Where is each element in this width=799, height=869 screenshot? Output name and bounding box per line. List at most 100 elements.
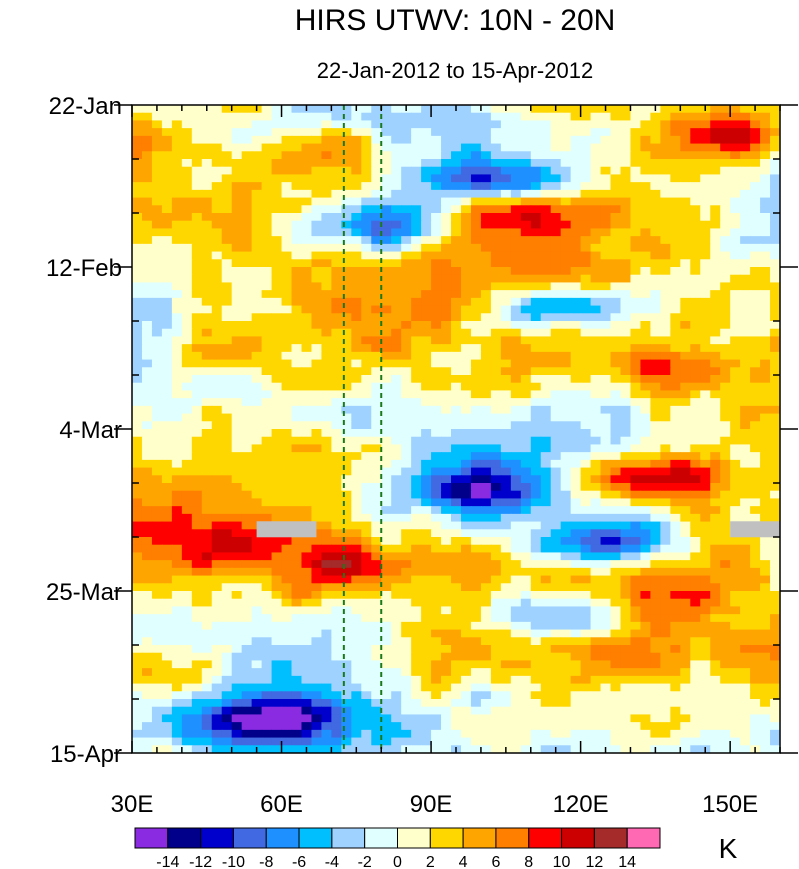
field-cell: [510, 691, 522, 700]
field-cell: [620, 297, 632, 307]
field-cell: [500, 182, 512, 191]
field-cell: [550, 444, 562, 453]
field-cell: [261, 621, 273, 631]
field-cell: [301, 182, 313, 191]
field-cell: [580, 475, 592, 484]
field-cell: [132, 174, 143, 183]
field-cell: [211, 105, 223, 114]
field-cell: [570, 513, 582, 523]
field-cell: [301, 197, 313, 206]
field-cell: [132, 236, 143, 245]
field-cell: [490, 267, 502, 276]
field-cell: [141, 390, 153, 399]
field-cell: [580, 506, 592, 515]
field-cell: [770, 213, 780, 222]
field-cell: [700, 135, 711, 145]
field-cell: [600, 452, 612, 461]
field-cell: [431, 405, 442, 415]
field-cell: [530, 251, 542, 260]
field-cell: [451, 328, 462, 338]
field-cell: [630, 143, 642, 152]
field-cell: [550, 328, 562, 338]
field-cell: [750, 552, 761, 561]
field-cell: [201, 606, 213, 615]
field-cell: [500, 544, 512, 554]
field-cell: [191, 668, 203, 677]
field-cell: [560, 267, 572, 276]
field-cell: [490, 367, 502, 376]
field-cell: [700, 228, 711, 237]
field-cell: [421, 321, 432, 330]
field-cell: [610, 436, 622, 446]
field-cell: [301, 228, 313, 237]
field-cell: [680, 537, 691, 546]
field-cell: [650, 668, 661, 677]
field-cell: [670, 328, 681, 338]
field-cell: [132, 243, 143, 253]
field-cell: [261, 166, 273, 176]
field-cell: [740, 490, 751, 500]
field-cell: [480, 321, 492, 330]
field-cell: [570, 305, 582, 314]
field-cell: [610, 151, 622, 160]
field-cell: [620, 675, 632, 685]
field-cell: [770, 112, 780, 122]
field-cell: [510, 336, 522, 345]
field-cell: [191, 213, 203, 222]
field-cell: [411, 637, 422, 646]
field-cell: [141, 159, 153, 168]
field-cell: [311, 313, 323, 322]
field-cell: [710, 313, 721, 322]
field-cell: [600, 691, 612, 700]
field-cell: [441, 467, 452, 476]
field-cell: [680, 621, 691, 631]
field-cell: [331, 467, 342, 476]
field-cell: [401, 267, 412, 276]
field-cell: [231, 251, 243, 260]
field-cell: [321, 506, 332, 515]
field-cell: [261, 560, 273, 569]
field-cell: [171, 459, 183, 469]
field-cell: [560, 143, 572, 152]
field-cell: [590, 166, 602, 176]
field-cell: [700, 436, 711, 446]
field-cell: [301, 297, 313, 307]
field-cell: [231, 305, 243, 314]
field-cell: [132, 591, 143, 600]
field-cell: [550, 313, 562, 322]
field-cell: [251, 174, 263, 183]
field-cell: [760, 321, 771, 330]
field-cell: [480, 467, 492, 476]
field-cell: [161, 228, 173, 237]
field-cell: [610, 614, 622, 623]
field-cell: [391, 220, 402, 230]
field-cell: [760, 189, 771, 199]
field-cell: [281, 344, 293, 353]
field-cell: [680, 660, 691, 669]
field-cell: [161, 668, 173, 677]
field-cell: [560, 120, 572, 129]
field-cell: [760, 328, 771, 338]
field-cell: [470, 236, 482, 245]
field-cell: [251, 159, 263, 168]
field-cell: [291, 390, 303, 399]
field-cell: [510, 382, 522, 392]
field-cell: [570, 166, 582, 176]
field-cell: [291, 567, 303, 577]
field-cell: [620, 251, 632, 260]
field-cell: [520, 429, 532, 438]
field-cell: [431, 436, 442, 446]
field-cell: [401, 575, 412, 584]
field-cell: [141, 583, 153, 592]
field-cell: [530, 166, 542, 176]
field-cell: [301, 498, 313, 507]
field-cell: [181, 490, 193, 500]
field-cell: [361, 290, 372, 299]
field-cell: [201, 213, 213, 222]
field-cell: [600, 475, 612, 484]
field-cell: [281, 197, 293, 206]
field-cell: [660, 128, 671, 137]
field-cell: [371, 236, 382, 245]
field-cell: [680, 359, 691, 368]
field-cell: [411, 174, 422, 183]
